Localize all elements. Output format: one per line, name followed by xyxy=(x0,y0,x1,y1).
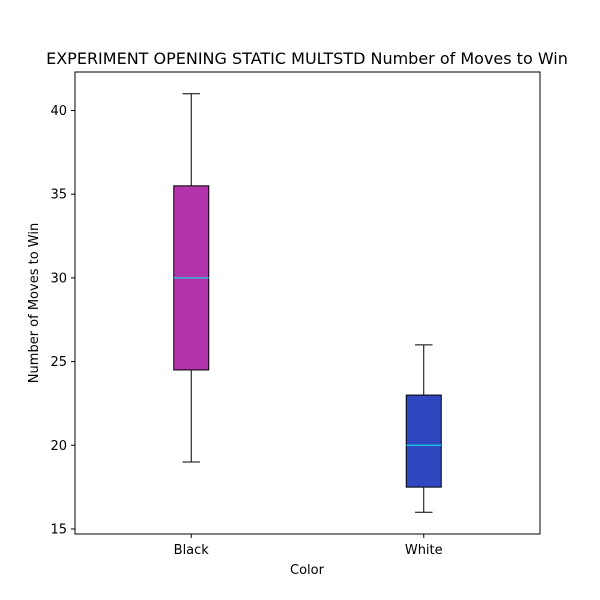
plot-frame xyxy=(74,71,541,535)
box-group-white xyxy=(405,344,442,513)
box-group-black xyxy=(173,93,210,463)
chart-title: EXPERIMENT OPENING STATIC MULTSTD Number… xyxy=(46,49,568,68)
x-axis-label: Color xyxy=(290,563,325,578)
x-axis: Black White xyxy=(174,534,443,558)
y-tick-label: 15 xyxy=(50,522,67,537)
boxes-layer xyxy=(173,93,442,513)
y-tick-label: 30 xyxy=(50,271,67,286)
x-tick-label: Black xyxy=(174,543,210,558)
y-tick-label: 40 xyxy=(50,104,67,119)
x-tick-label: White xyxy=(405,543,443,558)
y-tick-label: 35 xyxy=(50,188,67,203)
box xyxy=(405,394,442,488)
y-axis: 15 20 25 30 35 40 xyxy=(50,104,75,537)
y-tick-label: 20 xyxy=(50,439,67,454)
y-tick-label: 25 xyxy=(50,355,67,370)
y-axis-label: Number of Moves to Win xyxy=(27,223,42,383)
